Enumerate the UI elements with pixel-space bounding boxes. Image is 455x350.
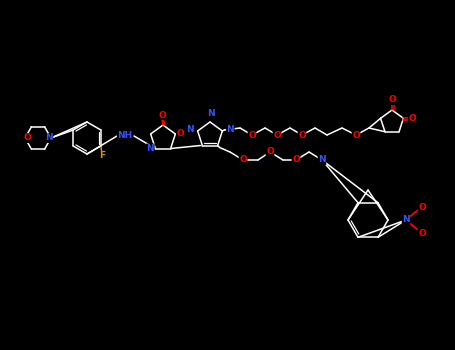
- Text: O: O: [388, 96, 396, 105]
- Text: N: N: [227, 126, 234, 134]
- Text: N: N: [147, 144, 154, 153]
- Text: N: N: [207, 108, 215, 118]
- Text: O: O: [418, 203, 426, 212]
- Text: O: O: [409, 114, 416, 123]
- Text: O: O: [292, 155, 300, 164]
- Text: N: N: [186, 126, 193, 134]
- Text: O: O: [273, 131, 281, 140]
- Text: O: O: [418, 229, 426, 238]
- Text: N: N: [45, 133, 53, 142]
- Text: O: O: [266, 147, 274, 156]
- Text: O: O: [23, 133, 31, 142]
- Text: N: N: [402, 216, 410, 224]
- Text: O: O: [239, 155, 247, 164]
- Text: N: N: [318, 155, 326, 164]
- Text: O: O: [158, 111, 166, 119]
- Text: F: F: [99, 152, 105, 161]
- Text: O: O: [177, 130, 184, 139]
- Text: NH: NH: [117, 132, 132, 140]
- Text: O: O: [352, 131, 360, 140]
- Text: O: O: [298, 131, 306, 140]
- Text: O: O: [248, 131, 256, 140]
